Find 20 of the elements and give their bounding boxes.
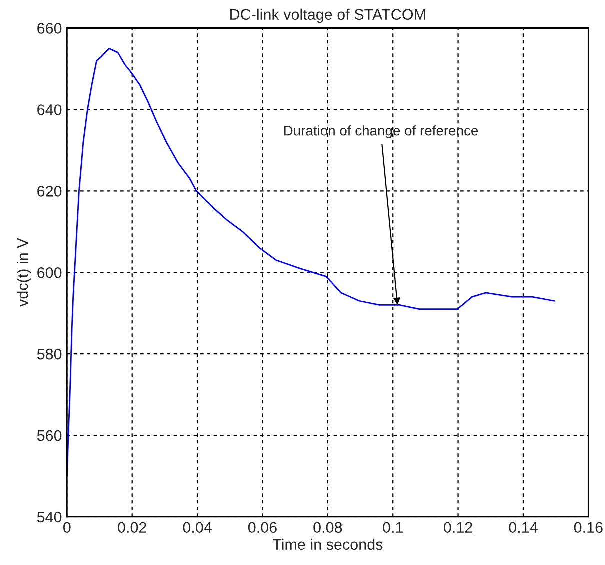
x-tick-label: 0.08 <box>314 522 342 534</box>
x-tick-label: 0.1 <box>383 522 403 534</box>
y-tick-label: 640 <box>38 104 62 116</box>
x-tick-label: 0.04 <box>183 522 212 534</box>
chart-title: DC-link voltage of STATCOM <box>230 8 426 24</box>
y-tick-label: 560 <box>37 430 62 442</box>
x-tick-label: 0.06 <box>248 522 277 534</box>
x-tick-label: 0.02 <box>118 522 146 534</box>
annotation: Duration of change of reference <box>284 126 478 139</box>
y-tick-label: 540 <box>37 512 62 523</box>
x-tick-label: 0.14 <box>509 522 538 534</box>
y-tick-label: 660 <box>38 23 62 34</box>
x-tick-label: 0 <box>64 522 71 534</box>
x-tick-label: 0.16 <box>574 522 603 534</box>
y-tick-label: 620 <box>38 186 62 197</box>
x-axis-title: Time in seconds <box>272 538 383 550</box>
y-tick-label: 580 <box>37 348 62 360</box>
y-axis-title: vdc(t) in V <box>17 238 32 307</box>
y-tick-label: 600 <box>38 267 62 278</box>
x-tick-label: 0.12 <box>444 522 472 534</box>
